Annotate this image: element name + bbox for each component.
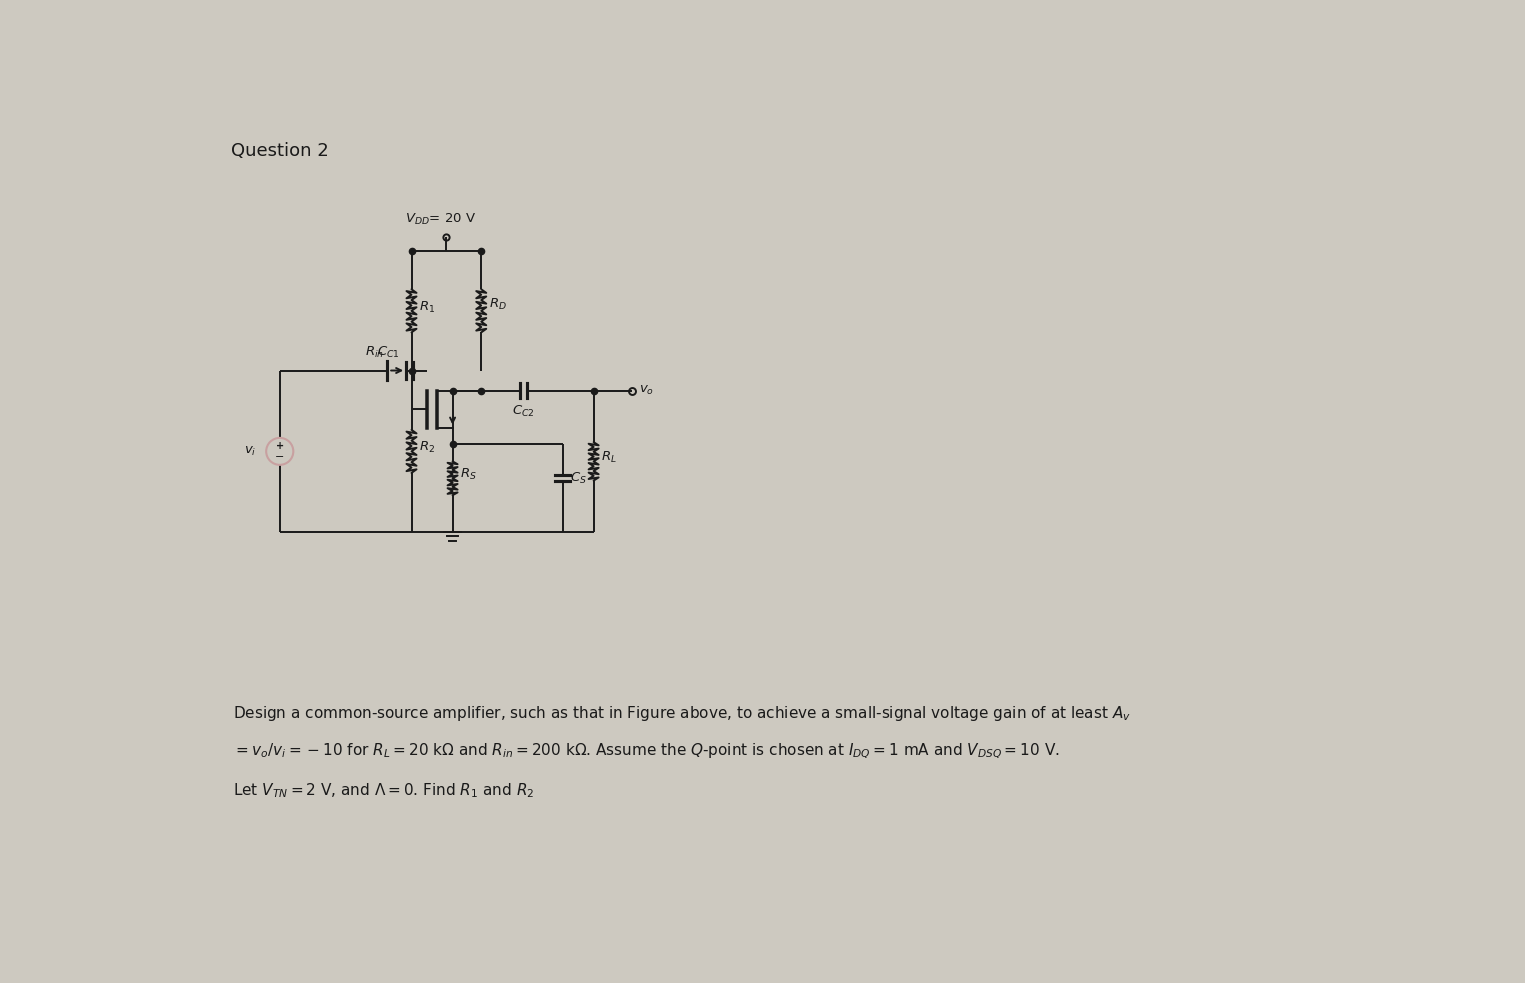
Text: $C_S$: $C_S$ (570, 471, 587, 486)
Text: $v_i$: $v_i$ (244, 445, 256, 458)
Text: $R_L$: $R_L$ (601, 450, 618, 465)
Text: Let $V_{TN} = 2\ \mathrm{V}$, and $\Lambda = 0$. Find $R_1$ and $R_2$: Let $V_{TN} = 2\ \mathrm{V}$, and $\Lamb… (233, 781, 535, 799)
Text: $R_{in}$: $R_{in}$ (366, 345, 384, 360)
Text: $C_{C1}$: $C_{C1}$ (377, 345, 400, 360)
Text: $= v_o/v_i = -10$ for $R_L = 20\ \mathrm{k\Omega}$ and $R_{in} = 200\ \mathrm{k\: $= v_o/v_i = -10$ for $R_L = 20\ \mathrm… (233, 742, 1060, 761)
Text: $R_S$: $R_S$ (459, 467, 476, 482)
Text: $R_D$: $R_D$ (490, 297, 506, 313)
Text: +: + (276, 441, 284, 451)
Text: $v_o$: $v_o$ (639, 384, 654, 397)
Text: Question 2: Question 2 (230, 143, 329, 160)
Text: Design a common-source amplifier, such as that in Figure above, to achieve a sma: Design a common-source amplifier, such a… (233, 704, 1132, 723)
Text: −: − (274, 452, 285, 462)
Text: $R_1$: $R_1$ (419, 300, 436, 315)
Text: $R_2$: $R_2$ (419, 440, 435, 455)
Text: $V_{DD}$= 20 V: $V_{DD}$= 20 V (404, 211, 476, 226)
Text: $C_{C2}$: $C_{C2}$ (512, 404, 534, 419)
